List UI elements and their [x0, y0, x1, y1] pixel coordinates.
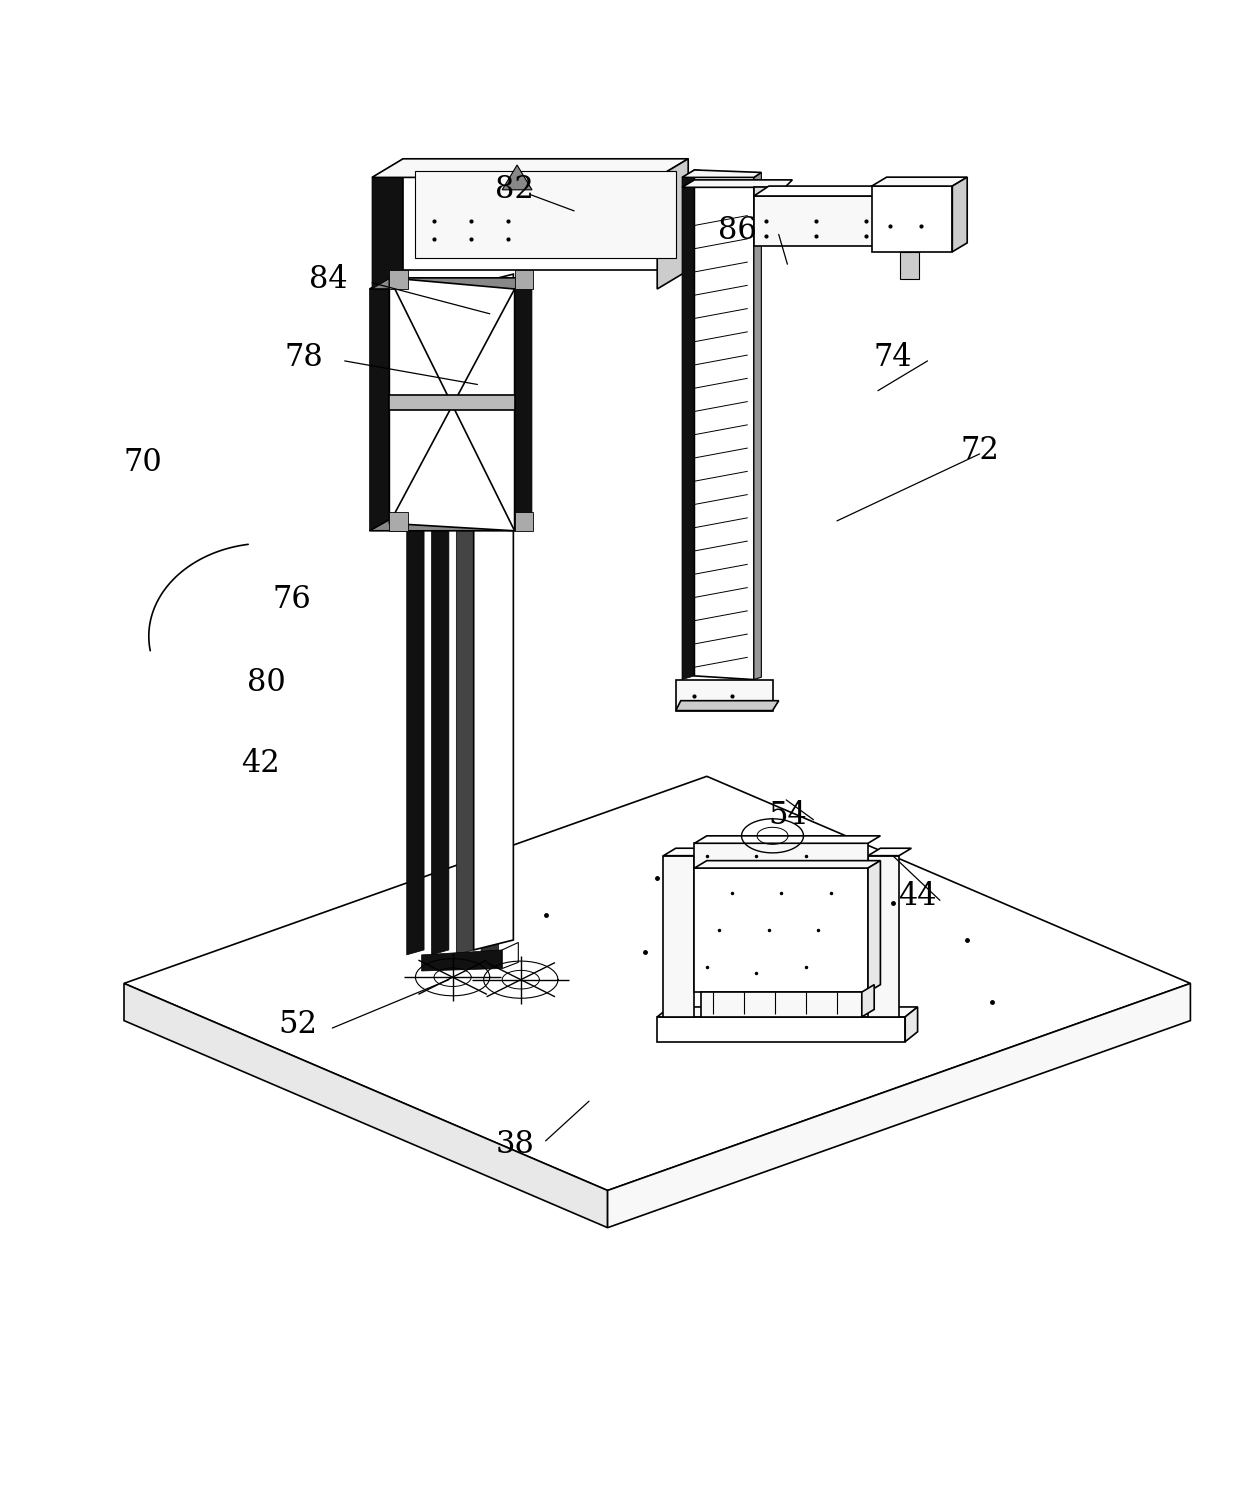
Polygon shape: [389, 277, 515, 531]
Polygon shape: [868, 847, 911, 855]
Polygon shape: [862, 985, 874, 1016]
Polygon shape: [124, 983, 608, 1228]
Polygon shape: [389, 270, 408, 290]
Polygon shape: [657, 1007, 918, 1016]
Text: 70: 70: [123, 446, 162, 478]
Polygon shape: [370, 520, 532, 531]
Polygon shape: [372, 158, 403, 290]
Polygon shape: [657, 1016, 905, 1042]
Polygon shape: [474, 274, 513, 950]
Polygon shape: [432, 284, 449, 955]
Polygon shape: [905, 1007, 918, 1042]
Polygon shape: [952, 176, 967, 252]
Polygon shape: [389, 513, 408, 531]
Polygon shape: [663, 847, 707, 855]
Polygon shape: [878, 185, 893, 246]
Polygon shape: [456, 284, 474, 955]
Text: 74: 74: [873, 342, 913, 372]
Text: 54: 54: [768, 801, 807, 831]
Polygon shape: [694, 861, 880, 869]
Polygon shape: [389, 395, 515, 410]
Polygon shape: [608, 983, 1190, 1228]
Polygon shape: [676, 701, 779, 710]
Polygon shape: [694, 170, 754, 680]
Polygon shape: [868, 855, 899, 1016]
Polygon shape: [515, 270, 533, 290]
Polygon shape: [754, 172, 761, 680]
Polygon shape: [694, 835, 880, 843]
Text: 52: 52: [278, 1009, 317, 1041]
Text: 86: 86: [718, 216, 758, 246]
Polygon shape: [515, 277, 532, 531]
Polygon shape: [415, 172, 676, 258]
Polygon shape: [900, 252, 919, 279]
Polygon shape: [370, 277, 532, 290]
Polygon shape: [676, 680, 773, 710]
Polygon shape: [754, 196, 878, 246]
Polygon shape: [370, 277, 389, 531]
Polygon shape: [663, 855, 694, 1016]
Text: 82: 82: [495, 175, 534, 205]
Polygon shape: [372, 158, 688, 178]
Text: 44: 44: [898, 881, 937, 912]
Text: 80: 80: [247, 667, 286, 698]
Polygon shape: [754, 187, 785, 207]
Text: 38: 38: [495, 1129, 534, 1160]
Text: 42: 42: [241, 748, 280, 780]
Polygon shape: [868, 861, 880, 992]
Polygon shape: [515, 513, 533, 531]
Polygon shape: [124, 777, 1190, 1190]
Polygon shape: [872, 176, 967, 185]
Polygon shape: [502, 164, 532, 190]
Polygon shape: [872, 185, 952, 252]
Polygon shape: [657, 158, 688, 290]
Text: 78: 78: [284, 342, 324, 372]
Text: 76: 76: [272, 584, 311, 614]
Polygon shape: [754, 185, 893, 196]
Polygon shape: [502, 942, 518, 968]
Text: 72: 72: [960, 434, 999, 466]
Polygon shape: [682, 170, 761, 178]
Polygon shape: [422, 950, 502, 971]
Polygon shape: [701, 992, 862, 1016]
Polygon shape: [694, 843, 868, 869]
Polygon shape: [403, 158, 688, 270]
Polygon shape: [481, 284, 498, 955]
Polygon shape: [682, 170, 694, 680]
Polygon shape: [682, 179, 792, 187]
Polygon shape: [694, 869, 868, 992]
Polygon shape: [407, 284, 424, 955]
Text: 84: 84: [309, 264, 348, 294]
